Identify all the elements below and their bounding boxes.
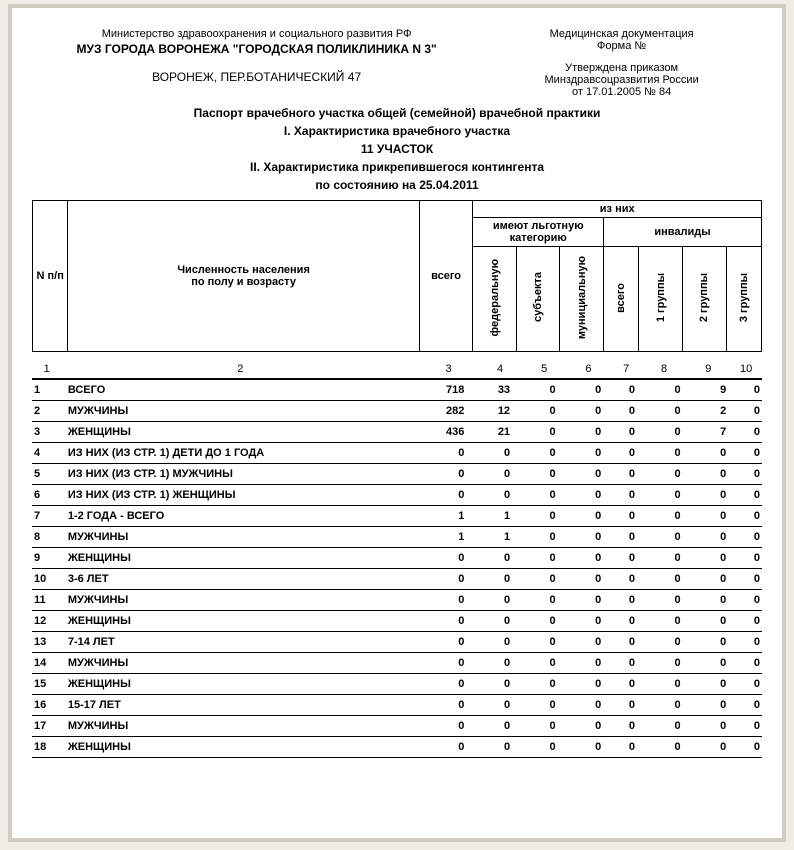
table-row: 18ЖЕНЩИНЫ00000000 xyxy=(32,737,762,758)
document-page: Министерство здравоохранения и социально… xyxy=(12,8,782,838)
approved-1: Утверждена приказом xyxy=(481,62,762,74)
table-row: 6ИЗ НИХ (ИЗ СТР. 1) ЖЕНЩИНЫ00000000 xyxy=(32,485,762,506)
title-1: Паспорт врачебного участка общей (семейн… xyxy=(32,106,762,120)
th-mun: мунициальную xyxy=(560,247,604,352)
column-numbers: 12345678910 xyxy=(32,360,762,380)
table-row: 12ЖЕНЩИНЫ00000000 xyxy=(32,611,762,632)
th-pop: Численность населения по полу и возрасту xyxy=(68,201,419,352)
table-row: 4ИЗ НИХ (ИЗ СТР. 1) ДЕТИ ДО 1 ГОДА000000… xyxy=(32,443,762,464)
th-dtotal: всего xyxy=(604,247,639,352)
approved-2: Минздравсоцразвития России xyxy=(481,74,762,86)
form-line: Форма № xyxy=(481,40,762,52)
table-row: 1ВСЕГО71833000090 xyxy=(32,380,762,401)
table-row: 15ЖЕНЩИНЫ00000000 xyxy=(32,674,762,695)
th-total: всего xyxy=(419,201,473,352)
top-right: Медицинская документация Форма № Утвержд… xyxy=(481,28,762,98)
address-line: ВОРОНЕЖ, ПЕР.БОТАНИЧЕСКИЙ 47 xyxy=(32,70,481,84)
doc-title: Медицинская документация xyxy=(481,28,762,40)
window-frame: Министерство здравоохранения и социально… xyxy=(8,4,786,842)
th-g1: 1 группы xyxy=(639,247,683,352)
title-5: по состоянию на 25.04.2011 xyxy=(32,178,762,192)
top-left: Министерство здравоохранения и социально… xyxy=(32,28,481,98)
th-benefit: имеют льготную категорию xyxy=(473,218,604,247)
table-row: 2МУЖЧИНЫ28212000020 xyxy=(32,401,762,422)
table-row: 137-14 ЛЕТ00000000 xyxy=(32,632,762,653)
table-row: 8МУЖЧИНЫ11000000 xyxy=(32,527,762,548)
column-header-table: N п/п Численность населения по полу и во… xyxy=(32,200,762,352)
table-row: 11МУЖЧИНЫ00000000 xyxy=(32,590,762,611)
table-row: 14МУЖЧИНЫ00000000 xyxy=(32,653,762,674)
table-row: 5ИЗ НИХ (ИЗ СТР. 1) МУЖЧИНЫ00000000 xyxy=(32,464,762,485)
approved-3: от 17.01.2005 № 84 xyxy=(481,86,762,98)
th-g3: 3 группы xyxy=(726,247,761,352)
table-row: 9ЖЕНЩИНЫ00000000 xyxy=(32,548,762,569)
th-g2: 2 группы xyxy=(682,247,726,352)
th-disabled: инвалиды xyxy=(604,218,762,247)
table-row: 1615-17 ЛЕТ00000000 xyxy=(32,695,762,716)
title-4: II. Характиристика прикрепившегося конти… xyxy=(32,160,762,174)
th-n: N п/п xyxy=(33,201,68,352)
table-row: 17МУЖЧИНЫ00000000 xyxy=(32,716,762,737)
th-subj: субъекта xyxy=(516,247,560,352)
title-2: I. Характиристика врачебного участка xyxy=(32,124,762,138)
org-line: МУЗ ГОРОДА ВОРОНЕЖА "ГОРОДСКАЯ ПОЛИКЛИНИ… xyxy=(32,42,481,56)
table-row: 3ЖЕНЩИНЫ43621000070 xyxy=(32,422,762,443)
top-block: Министерство здравоохранения и социально… xyxy=(32,28,762,98)
ministry-line: Министерство здравоохранения и социально… xyxy=(32,28,481,40)
title-3: 11 УЧАСТОК xyxy=(32,142,762,156)
table-row: 71-2 ГОДА - ВСЕГО11000000 xyxy=(32,506,762,527)
th-ofthem: из них xyxy=(473,201,762,218)
th-fed: федеральную xyxy=(473,247,517,352)
table-row: 103-6 ЛЕТ00000000 xyxy=(32,569,762,590)
data-table: 1ВСЕГО718330000902МУЖЧИНЫ282120000203ЖЕН… xyxy=(32,380,762,758)
